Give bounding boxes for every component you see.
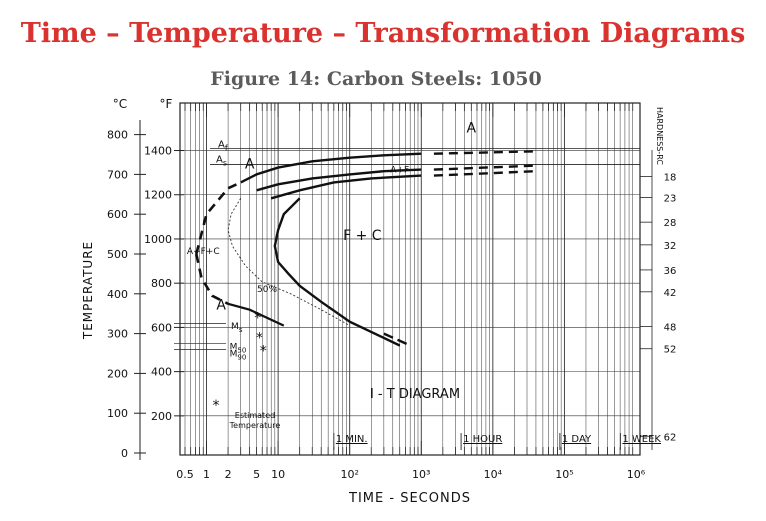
hardness-tick-label: 23 bbox=[664, 193, 677, 204]
celsius-tick-label: 400 bbox=[107, 288, 128, 301]
curve-start-dashed bbox=[433, 150, 536, 155]
curve-end bbox=[273, 197, 401, 347]
fahrenheit-tick-label: 200 bbox=[151, 410, 172, 423]
chart-title: I - T DIAGRAM bbox=[370, 387, 460, 402]
hardness-tick-label: 32 bbox=[664, 241, 677, 252]
hardness-axis-title: HARDNESS-RC bbox=[655, 107, 664, 165]
time-marker-label: 1 HOUR bbox=[463, 434, 502, 445]
curve-end-upper-dashed bbox=[433, 164, 536, 171]
x-tick-label: 10⁵ bbox=[555, 468, 573, 481]
phase-label: A+F bbox=[390, 165, 409, 175]
phase-label: M50 bbox=[230, 343, 247, 355]
start-curve-lower bbox=[227, 302, 285, 327]
celsius-tick-label: 0 bbox=[121, 447, 128, 460]
hardness-tick-label: 52 bbox=[664, 345, 677, 356]
celsius-tick-label: 100 bbox=[107, 407, 128, 420]
hardness-tick-label: 48 bbox=[664, 322, 677, 333]
hardness-tick-label: 28 bbox=[664, 218, 677, 229]
time-marker-label: 1 DAY bbox=[562, 434, 592, 445]
x-tick-label: 10⁴ bbox=[484, 468, 503, 481]
phase-label: F + C bbox=[343, 228, 382, 244]
celsius-tick-label: 300 bbox=[107, 328, 128, 341]
celsius-tick-label: 200 bbox=[107, 367, 128, 380]
af-label: Af bbox=[218, 140, 228, 153]
phase-label: A+F+C bbox=[187, 247, 220, 257]
curve-end-lower-dashed bbox=[433, 170, 536, 177]
curve-end-dashed bbox=[383, 332, 411, 347]
hardness-tick-label: 36 bbox=[664, 266, 677, 277]
estimated-point: * bbox=[260, 343, 267, 359]
estimated-point: * bbox=[256, 331, 263, 347]
figure-caption: Figure 14: Carbon Steels: 1050 bbox=[210, 68, 542, 90]
x-tick-label: 10² bbox=[340, 468, 358, 481]
x-tick-label: 2 bbox=[225, 468, 232, 481]
phase-label: A bbox=[216, 298, 226, 314]
phase-label: M90 bbox=[230, 349, 247, 361]
start-curve-nose-dashed bbox=[195, 181, 242, 255]
x-tick-label: 5 bbox=[253, 468, 260, 481]
curve-start bbox=[240, 152, 422, 184]
estimated-point: * bbox=[254, 311, 261, 327]
y-axis-title: TEMPERATURE bbox=[81, 241, 95, 340]
celsius-tick-label: 600 bbox=[107, 208, 128, 221]
fahrenheit-tick-label: 1200 bbox=[144, 189, 172, 202]
x-tick-label: 1 bbox=[203, 468, 210, 481]
celsius-tick-label: 700 bbox=[107, 168, 128, 181]
x-axis-title: TIME - SECONDS bbox=[348, 491, 471, 506]
curve-end-lower bbox=[270, 174, 422, 200]
curve-end-upper bbox=[256, 168, 422, 192]
fahrenheit-tick-label: 400 bbox=[151, 366, 172, 379]
x-tick-label: 10 bbox=[271, 468, 285, 481]
x-tick-label: 0.5 bbox=[176, 468, 194, 481]
unit-celsius: °C bbox=[113, 97, 127, 111]
legend-symbol: * bbox=[213, 398, 220, 414]
x-tick-label: 10³ bbox=[412, 468, 430, 481]
fahrenheit-tick-label: 800 bbox=[151, 277, 172, 290]
phase-label: A bbox=[467, 121, 477, 137]
hardness-tick-label: 18 bbox=[664, 172, 677, 183]
legend-line-1: Estimated bbox=[235, 411, 275, 420]
hardness-tick-label: 62 bbox=[664, 432, 677, 443]
page-title: Time – Temperature – Transformation Diag… bbox=[20, 18, 746, 49]
time-marker-label: 1 MIN. bbox=[336, 434, 368, 445]
start-curve-lower-dashed bbox=[195, 253, 229, 305]
fahrenheit-tick-label: 1000 bbox=[144, 233, 172, 246]
phase-label: 50% bbox=[257, 285, 277, 295]
fahrenheit-tick-label: 600 bbox=[151, 321, 172, 334]
as-label: As bbox=[216, 154, 227, 167]
curve-fifty-percent-dotted bbox=[227, 198, 350, 326]
hardness-tick-label: 42 bbox=[664, 288, 677, 299]
celsius-tick-label: 800 bbox=[107, 129, 128, 142]
time-marker-label: 1 WEEK bbox=[622, 434, 661, 445]
phase-label: A bbox=[245, 156, 255, 172]
legend-line-2: Temperature bbox=[229, 421, 281, 430]
x-tick-label: 10⁶ bbox=[627, 468, 646, 481]
celsius-tick-label: 500 bbox=[107, 248, 128, 261]
unit-fahrenheit: °F bbox=[160, 97, 173, 111]
phase-label: Ms bbox=[231, 322, 243, 334]
fahrenheit-tick-label: 1400 bbox=[144, 145, 172, 158]
